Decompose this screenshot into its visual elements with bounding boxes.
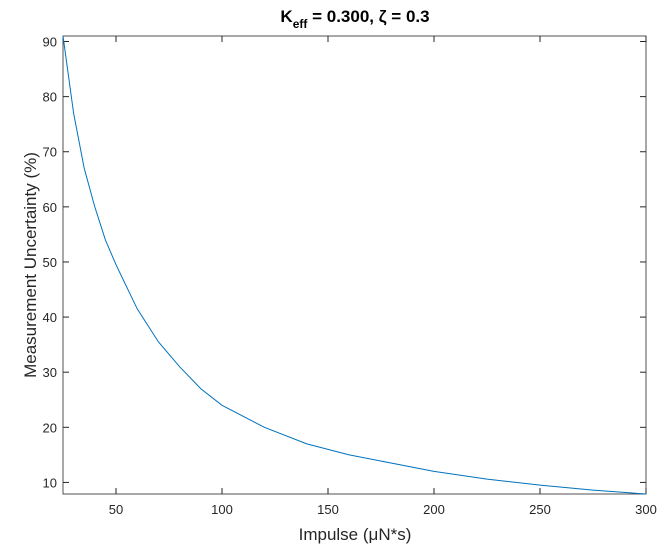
x-tick-label: 250 — [529, 502, 551, 517]
y-tick-label: 70 — [43, 145, 57, 160]
x-tick-label: 150 — [317, 502, 339, 517]
x-tick-label: 300 — [635, 502, 657, 517]
y-tick-label: 50 — [43, 255, 57, 270]
y-tick-label: 40 — [43, 310, 57, 325]
plot-area — [62, 35, 647, 495]
y-tick-label: 80 — [43, 90, 57, 105]
y-tick-label: 60 — [43, 200, 57, 215]
x-tick-label: 50 — [109, 502, 123, 517]
y-tick-label: 10 — [43, 475, 57, 490]
chart-title: Keff = 0.300, ζ = 0.3 — [280, 7, 429, 31]
title-subscript: eff — [293, 17, 309, 31]
y-tick-label: 90 — [43, 35, 57, 50]
x-tick-label: 100 — [211, 502, 233, 517]
x-tick-label: 200 — [423, 502, 445, 517]
title-base: K — [280, 7, 293, 26]
y-tick-label: 30 — [43, 365, 57, 380]
x-axis-label: Impulse (μN*s) — [299, 525, 412, 544]
data-line — [62, 35, 647, 495]
title-rest: = 0.300, ζ = 0.3 — [307, 7, 429, 26]
y-axis-label: Measurement Uncertainty (%) — [21, 152, 40, 378]
y-tick-label: 20 — [43, 420, 57, 435]
